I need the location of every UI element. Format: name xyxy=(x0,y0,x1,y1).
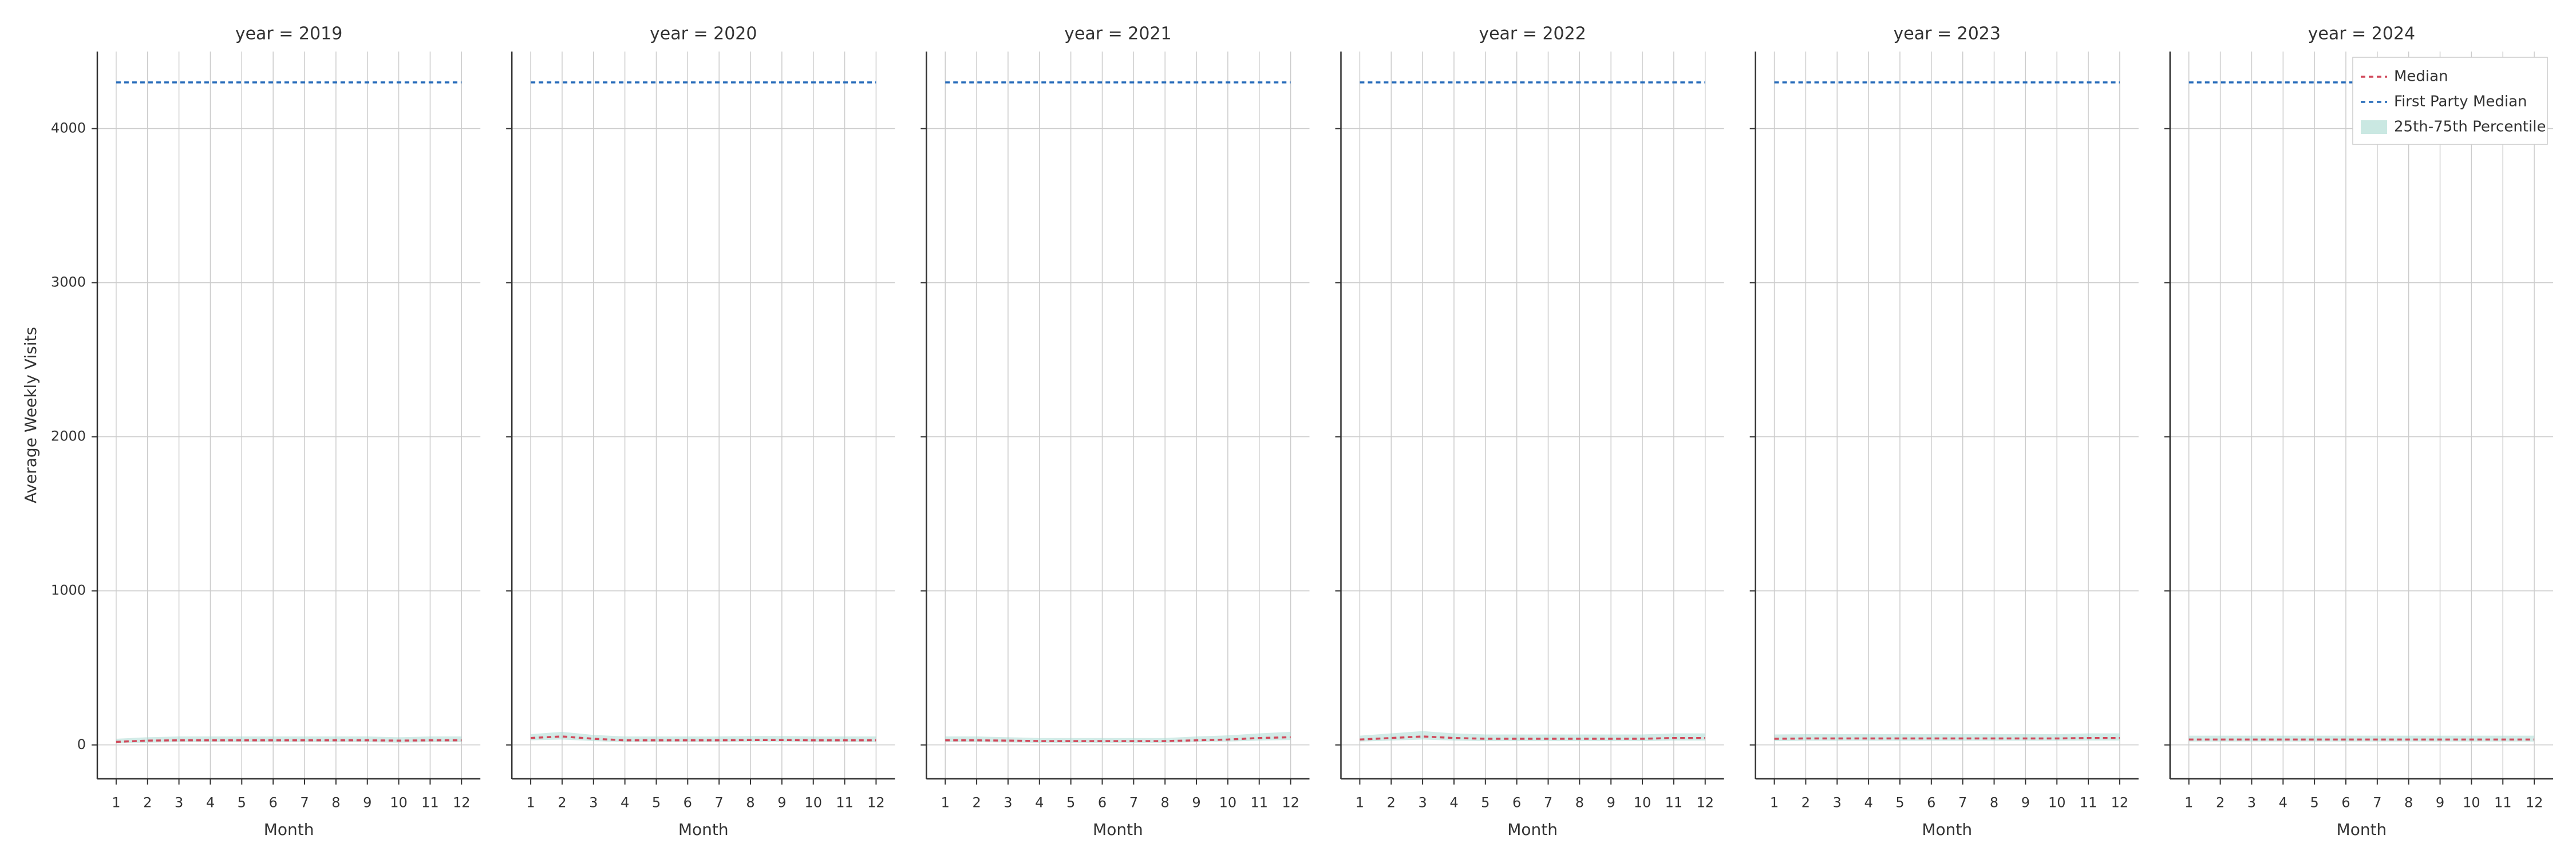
xtick-label: 8 xyxy=(2404,795,2413,811)
xtick-label: 8 xyxy=(1575,795,1584,811)
xtick-label: 9 xyxy=(1607,795,1615,811)
xtick-label: 5 xyxy=(1066,795,1075,811)
xtick-label: 8 xyxy=(1161,795,1170,811)
xtick-label: 4 xyxy=(206,795,215,811)
panel-title: year = 2021 xyxy=(1064,24,1172,44)
y-axis-label: Average Weekly Visits xyxy=(21,327,40,503)
xtick-label: 6 xyxy=(2341,795,2350,811)
xtick-label: 1 xyxy=(1356,795,1364,811)
xtick-label: 10 xyxy=(1634,795,1652,811)
xtick-label: 2 xyxy=(558,795,566,811)
xtick-label: 4 xyxy=(1864,795,1872,811)
xtick-label: 6 xyxy=(1927,795,1935,811)
xtick-label: 11 xyxy=(2080,795,2097,811)
panel-title: year = 2024 xyxy=(2308,24,2416,44)
x-axis-label: Month xyxy=(1507,820,1558,839)
xtick-label: 10 xyxy=(804,795,822,811)
xtick-label: 12 xyxy=(1282,795,1299,811)
xtick-label: 5 xyxy=(1481,795,1490,811)
xtick-label: 12 xyxy=(2526,795,2543,811)
xtick-label: 5 xyxy=(2310,795,2319,811)
xtick-label: 9 xyxy=(2436,795,2444,811)
xtick-label: 2 xyxy=(1387,795,1396,811)
xtick-label: 10 xyxy=(390,795,408,811)
legend-label: 25th-75th Percentile xyxy=(2394,119,2546,136)
xtick-label: 7 xyxy=(1958,795,1967,811)
ytick-label: 0 xyxy=(77,736,86,752)
xtick-label: 9 xyxy=(363,795,372,811)
xtick-label: 4 xyxy=(2279,795,2287,811)
xtick-label: 12 xyxy=(2111,795,2129,811)
panel-title: year = 2020 xyxy=(650,24,757,44)
xtick-label: 8 xyxy=(1990,795,1998,811)
xtick-label: 3 xyxy=(1418,795,1427,811)
legend: Median First Party Median 25th-75th Percen… xyxy=(2353,57,2547,144)
xtick-label: 3 xyxy=(589,795,598,811)
ytick-label: 3000 xyxy=(51,274,86,290)
legend-swatch-patch xyxy=(2361,120,2387,134)
xtick-label: 7 xyxy=(715,795,724,811)
xtick-label: 4 xyxy=(1449,795,1458,811)
xtick-label: 1 xyxy=(2184,795,2193,811)
xtick-label: 3 xyxy=(1003,795,1012,811)
xtick-label: 11 xyxy=(1250,795,1268,811)
xtick-label: 10 xyxy=(2048,795,2066,811)
xtick-label: 1 xyxy=(526,795,535,811)
ytick-label: 1000 xyxy=(51,582,86,598)
x-axis-label: Month xyxy=(2337,820,2387,839)
percentile-band xyxy=(1775,734,2120,741)
xtick-label: 10 xyxy=(2463,795,2480,811)
ytick-label: 4000 xyxy=(51,120,86,136)
xtick-label: 5 xyxy=(652,795,661,811)
xtick-label: 2 xyxy=(143,795,152,811)
xtick-label: 4 xyxy=(1035,795,1044,811)
xtick-label: 11 xyxy=(1665,795,1683,811)
xtick-label: 9 xyxy=(777,795,786,811)
xtick-label: 6 xyxy=(1098,795,1107,811)
facet-svg: Average Weekly Visits123456789101112Mont… xyxy=(0,0,2576,859)
xtick-label: 1 xyxy=(941,795,950,811)
xtick-label: 8 xyxy=(746,795,754,811)
xtick-label: 7 xyxy=(2373,795,2381,811)
xtick-label: 12 xyxy=(1696,795,1714,811)
xtick-label: 7 xyxy=(1544,795,1552,811)
xtick-label: 3 xyxy=(2247,795,2256,811)
xtick-label: 1 xyxy=(112,795,120,811)
xtick-label: 6 xyxy=(1512,795,1521,811)
x-axis-label: Month xyxy=(678,820,729,839)
xtick-label: 7 xyxy=(1129,795,1138,811)
panel-title: year = 2022 xyxy=(1479,24,1586,44)
xtick-label: 5 xyxy=(1895,795,1904,811)
ytick-label: 2000 xyxy=(51,428,86,444)
xtick-label: 12 xyxy=(867,795,885,811)
xtick-label: 3 xyxy=(175,795,183,811)
panel-title: year = 2023 xyxy=(1894,24,2001,44)
facet-chart: Average Weekly Visits123456789101112Mont… xyxy=(0,0,2576,859)
xtick-label: 2 xyxy=(972,795,981,811)
xtick-label: 2 xyxy=(2216,795,2225,811)
xtick-label: 9 xyxy=(2021,795,2030,811)
xtick-label: 1 xyxy=(1770,795,1779,811)
xtick-label: 11 xyxy=(2494,795,2512,811)
xtick-label: 11 xyxy=(836,795,854,811)
xtick-label: 11 xyxy=(421,795,439,811)
xtick-label: 5 xyxy=(238,795,246,811)
xtick-label: 4 xyxy=(621,795,629,811)
panel-title: year = 2019 xyxy=(235,24,343,44)
xtick-label: 7 xyxy=(300,795,309,811)
xtick-label: 6 xyxy=(683,795,692,811)
xtick-label: 6 xyxy=(269,795,278,811)
xtick-label: 12 xyxy=(453,795,471,811)
xtick-label: 8 xyxy=(331,795,340,811)
xtick-label: 2 xyxy=(1801,795,1810,811)
xtick-label: 9 xyxy=(1192,795,1200,811)
legend-label: Median xyxy=(2394,68,2448,85)
xtick-label: 3 xyxy=(1833,795,1842,811)
x-axis-label: Month xyxy=(1922,820,1972,839)
legend-label: First Party Median xyxy=(2394,93,2527,111)
xtick-label: 10 xyxy=(1219,795,1237,811)
x-axis-label: Month xyxy=(1093,820,1143,839)
x-axis-label: Month xyxy=(264,820,314,839)
